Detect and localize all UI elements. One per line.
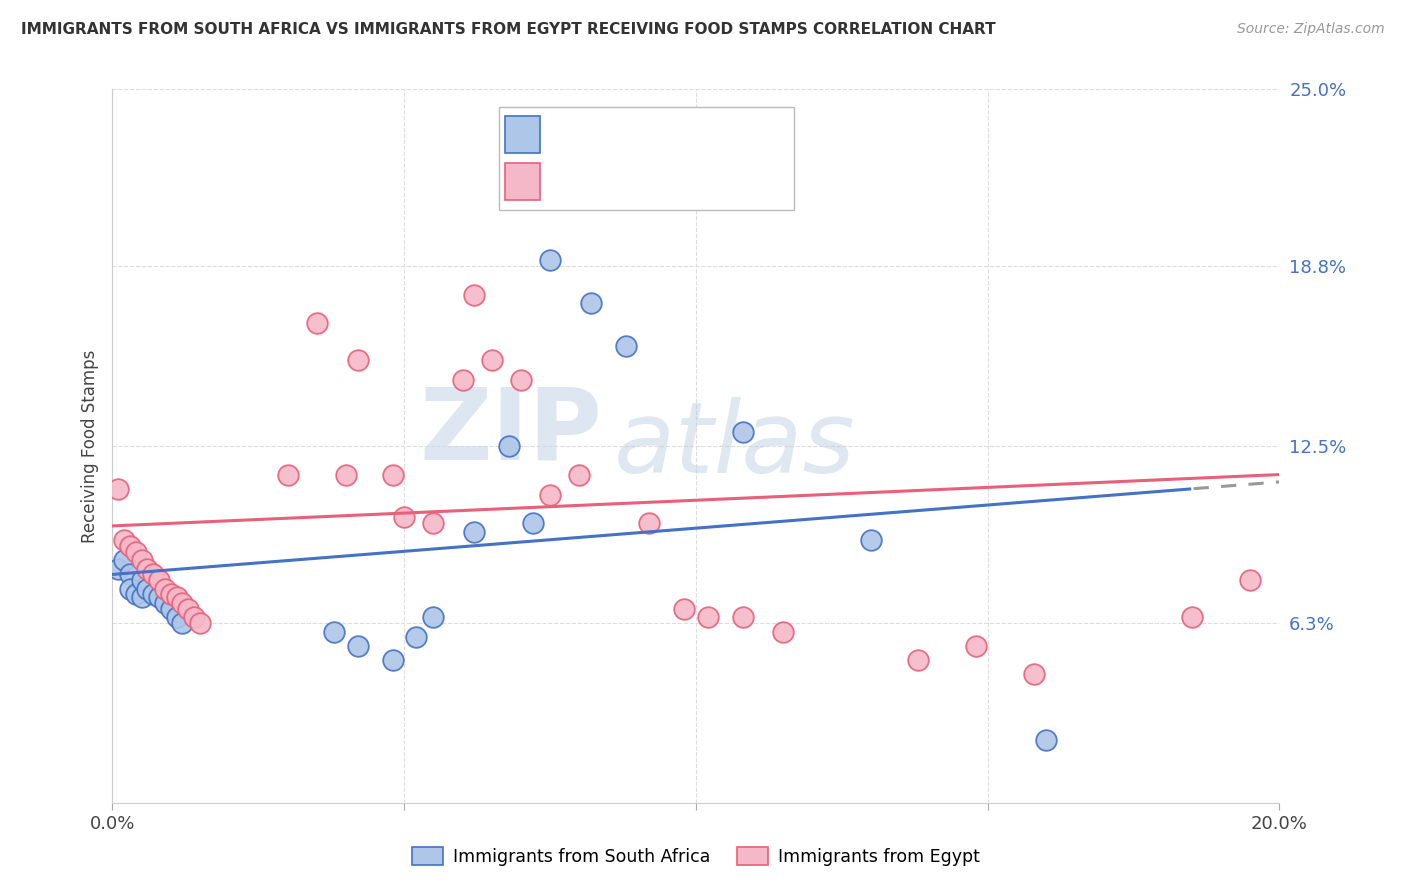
Y-axis label: Receiving Food Stamps: Receiving Food Stamps <box>80 350 98 542</box>
Point <box>160 601 183 615</box>
Point <box>614 339 637 353</box>
FancyBboxPatch shape <box>505 163 540 201</box>
Point <box>112 553 135 567</box>
Point <box>731 425 754 439</box>
Point <box>131 591 153 605</box>
Point <box>538 487 561 501</box>
Point <box>731 610 754 624</box>
FancyBboxPatch shape <box>505 116 540 153</box>
Point <box>142 567 165 582</box>
Point <box>965 639 987 653</box>
Point <box>346 353 368 368</box>
Point <box>1181 610 1204 624</box>
Text: Source: ZipAtlas.com: Source: ZipAtlas.com <box>1237 22 1385 37</box>
Point <box>463 287 485 301</box>
Point <box>405 630 427 644</box>
Point <box>538 253 561 268</box>
Point <box>118 567 141 582</box>
Text: N =: N = <box>652 173 692 191</box>
Point <box>125 544 148 558</box>
Point <box>148 573 170 587</box>
Point <box>118 582 141 596</box>
Point <box>153 582 176 596</box>
Point <box>160 587 183 601</box>
Point <box>142 587 165 601</box>
Text: 0.080: 0.080 <box>588 126 643 144</box>
Point <box>131 573 153 587</box>
Point <box>276 467 298 482</box>
Point <box>107 562 129 576</box>
Point <box>638 516 661 530</box>
Point <box>422 516 444 530</box>
Point <box>136 582 159 596</box>
Text: 38: 38 <box>692 173 716 191</box>
Point <box>579 296 602 310</box>
Point <box>136 562 159 576</box>
Text: R =: R = <box>547 126 583 144</box>
Point <box>172 596 194 610</box>
Text: R =: R = <box>547 173 583 191</box>
Point <box>125 587 148 601</box>
Point <box>323 624 346 639</box>
Point <box>498 439 520 453</box>
Point <box>381 467 404 482</box>
Point <box>1035 733 1057 747</box>
Point <box>422 610 444 624</box>
Point <box>1024 667 1046 681</box>
Point <box>907 653 929 667</box>
Point <box>177 601 200 615</box>
Point <box>481 353 503 368</box>
Text: IMMIGRANTS FROM SOUTH AFRICA VS IMMIGRANTS FROM EGYPT RECEIVING FOOD STAMPS CORR: IMMIGRANTS FROM SOUTH AFRICA VS IMMIGRAN… <box>21 22 995 37</box>
Point <box>112 533 135 548</box>
Point <box>183 610 205 624</box>
Point <box>131 553 153 567</box>
Point <box>451 373 474 387</box>
Point <box>166 610 188 624</box>
Text: 0.035: 0.035 <box>588 173 643 191</box>
Point <box>153 596 176 610</box>
Point <box>509 373 531 387</box>
Point <box>107 482 129 496</box>
Point <box>522 516 544 530</box>
Text: N =: N = <box>652 126 692 144</box>
Point <box>696 610 718 624</box>
Point <box>673 601 696 615</box>
Legend: Immigrants from South Africa, Immigrants from Egypt: Immigrants from South Africa, Immigrants… <box>405 840 987 872</box>
Point <box>305 316 328 330</box>
Point <box>346 639 368 653</box>
Point <box>172 615 194 630</box>
Point <box>148 591 170 605</box>
Point <box>166 591 188 605</box>
Point <box>1239 573 1261 587</box>
Text: atlas: atlas <box>614 398 856 494</box>
Point <box>381 653 404 667</box>
Text: 28: 28 <box>692 126 716 144</box>
Point <box>463 524 485 539</box>
Point <box>335 467 357 482</box>
Point <box>859 533 883 548</box>
Point <box>772 624 794 639</box>
Point <box>568 467 591 482</box>
Point <box>392 510 416 524</box>
Text: ZIP: ZIP <box>420 384 603 480</box>
Point <box>188 615 211 630</box>
FancyBboxPatch shape <box>499 107 794 210</box>
Point <box>118 539 141 553</box>
